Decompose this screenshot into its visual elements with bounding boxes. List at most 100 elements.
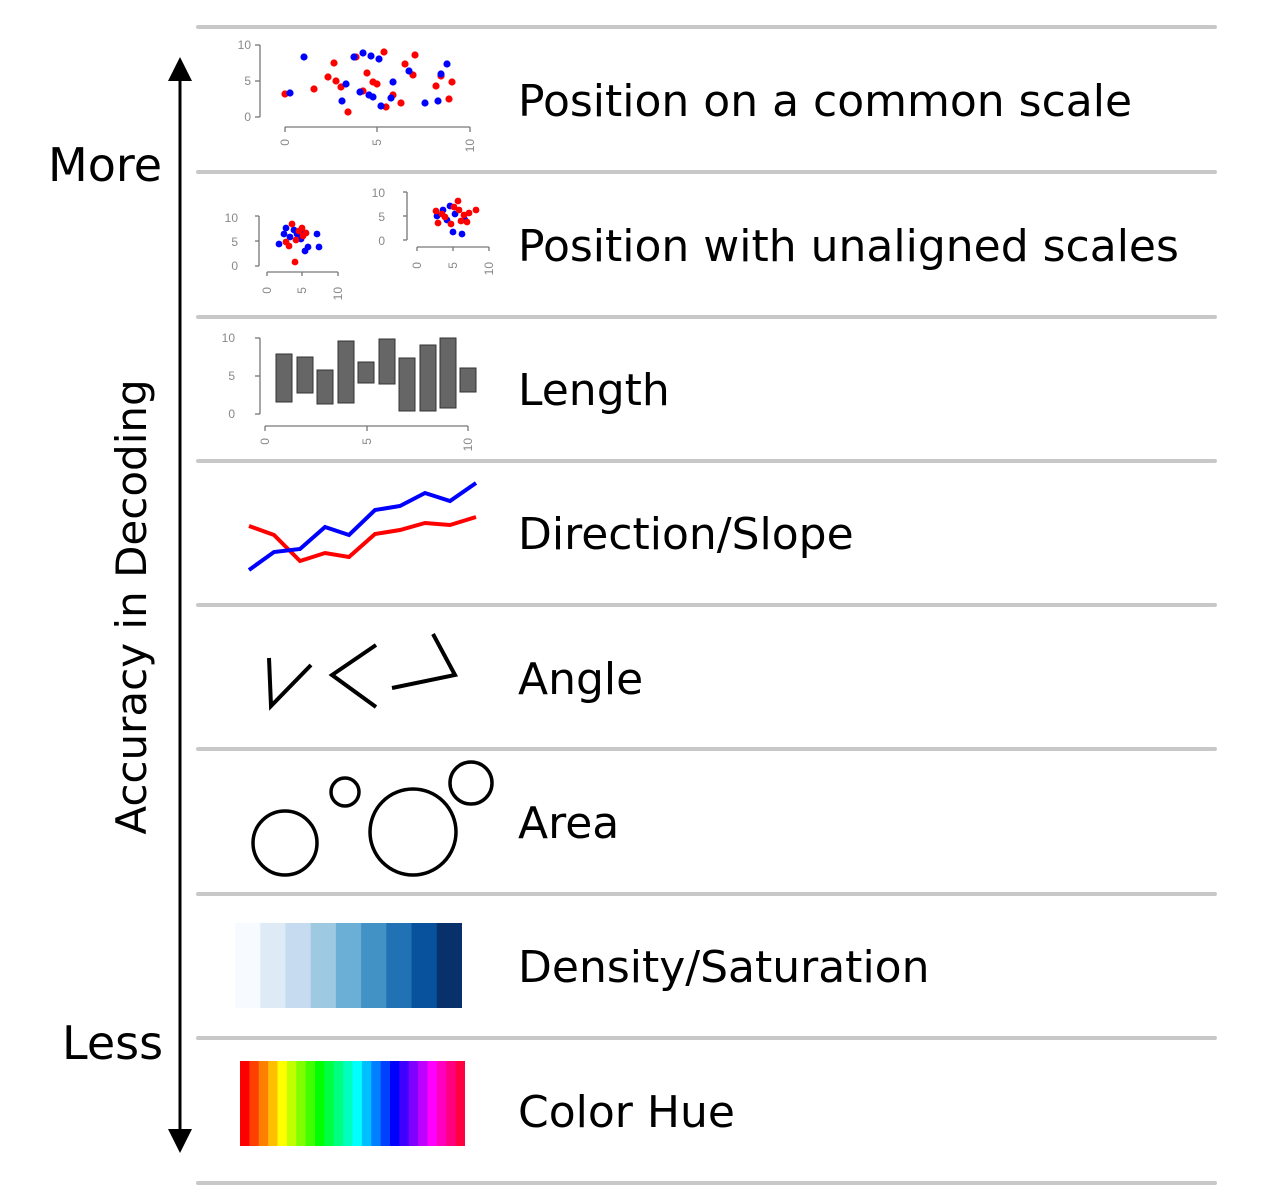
hue-swatch: [268, 1061, 279, 1146]
hue-swatch: [436, 1061, 447, 1146]
length-bar: [439, 337, 457, 409]
y-tick-label: 5: [244, 74, 251, 88]
hue-swatch: [286, 1061, 297, 1146]
hue-swatch: [380, 1061, 391, 1146]
saturation-swatch: [235, 923, 261, 1008]
y-tick-label: 10: [222, 331, 236, 345]
length-bar: [316, 369, 334, 405]
angle-mark: [328, 643, 378, 709]
row-divider: [196, 1036, 1217, 1040]
hue-swatch: [333, 1061, 344, 1146]
hue-swatch: [305, 1061, 316, 1146]
area-circle: [251, 809, 319, 877]
angle-mark: [391, 633, 459, 690]
area-circle: [368, 787, 458, 877]
length-bar: [357, 361, 375, 384]
x-tick-label: 0: [260, 287, 274, 294]
hue-swatch: [390, 1061, 400, 1146]
more-label: More: [48, 138, 163, 192]
hue-swatch: [324, 1061, 335, 1146]
y-tick-label: 5: [228, 369, 235, 383]
saturation-swatch: [285, 923, 312, 1008]
hue-swatch: [315, 1061, 325, 1146]
x-tick-label: 5: [370, 139, 384, 146]
rainbow-gradient-icon: [240, 1061, 465, 1146]
x-tick-label: 0: [410, 262, 424, 269]
y-tick-label: 10: [225, 211, 239, 225]
hue-swatch: [455, 1061, 465, 1146]
x-tick-label: 10: [482, 262, 496, 276]
y-tick-label: 0: [378, 234, 385, 248]
row-divider: [196, 170, 1217, 174]
row-divider: [196, 747, 1217, 751]
y-tick-label: 0: [244, 110, 251, 124]
hue-swatch: [352, 1061, 363, 1146]
y-tick-label: 5: [378, 210, 385, 224]
angles-icon: [267, 633, 459, 711]
x-tick-label: 10: [463, 139, 477, 153]
area-circle: [329, 776, 361, 808]
y-tick-label: 10: [238, 38, 252, 52]
floating-bar-chart-icon: 10 5 0 0 5 10: [222, 331, 477, 452]
hue-swatch: [361, 1061, 372, 1146]
area-circle: [448, 760, 494, 806]
row-label-density: Density/Saturation: [518, 942, 930, 993]
x-tick-label: 10: [461, 438, 475, 452]
angle-mark: [267, 657, 313, 711]
row-divider: [196, 315, 1217, 319]
length-bar: [275, 353, 293, 403]
saturation-swatch: [411, 923, 438, 1008]
row-label-position-unaligned: Position with unaligned scales: [518, 221, 1179, 272]
scatter-points-red: [282, 197, 480, 266]
saturation-swatch: [436, 923, 462, 1008]
saturation-swatch: [361, 923, 387, 1008]
hue-swatch: [446, 1061, 457, 1146]
row-label-direction: Direction/Slope: [518, 509, 854, 560]
double-arrow-icon: [168, 57, 192, 1153]
two-scatter-plots-icon: 10 5 0 0 5 10 10 5 0 0 5 10: [225, 186, 496, 301]
x-tick-label: 5: [295, 287, 309, 294]
hue-swatch: [258, 1061, 269, 1146]
scatter-plot-icon: 10 5 0 0 5 10: [238, 38, 477, 153]
x-tick-label: 5: [446, 262, 460, 269]
row-label-area: Area: [518, 798, 620, 849]
hue-swatch: [343, 1061, 354, 1146]
saturation-swatch: [260, 923, 287, 1008]
hue-swatch: [418, 1061, 429, 1146]
row-divider: [196, 603, 1217, 607]
y-tick-label: 10: [372, 186, 386, 200]
length-bar: [378, 338, 396, 385]
length-bar: [296, 356, 314, 394]
row-label-angle: Angle: [518, 654, 644, 705]
length-bar: [459, 367, 477, 393]
row-divider: [196, 459, 1217, 463]
y-tick-label: 0: [231, 259, 238, 273]
x-tick-label: 10: [331, 287, 345, 301]
hue-swatch: [277, 1061, 288, 1146]
row-label-length: Length: [518, 365, 670, 416]
row-divider: [196, 25, 1217, 29]
hue-swatch: [371, 1061, 382, 1146]
line-series-red: [248, 515, 477, 564]
blue-gradient-icon: [235, 923, 462, 1008]
row-label-hue: Color Hue: [518, 1087, 735, 1138]
hue-swatch: [399, 1061, 410, 1146]
saturation-swatch: [335, 923, 362, 1008]
line-chart-icon: [247, 481, 478, 572]
saturation-swatch: [310, 923, 337, 1008]
scatter-points-blue: [286, 49, 451, 110]
less-label: Less: [62, 1016, 164, 1070]
hue-swatch: [296, 1061, 307, 1146]
hue-swatch: [240, 1061, 250, 1146]
y-tick-label: 5: [231, 235, 238, 249]
row-divider: [196, 1181, 1217, 1185]
circles-icon: [251, 760, 494, 877]
length-bar: [337, 340, 355, 404]
line-series-blue: [247, 481, 478, 572]
length-bar: [419, 344, 437, 412]
x-tick-label: 0: [258, 438, 272, 445]
length-bar: [398, 357, 416, 412]
x-tick-label: 0: [278, 139, 292, 146]
y-tick-label: 0: [228, 407, 235, 421]
saturation-swatch: [386, 923, 413, 1008]
